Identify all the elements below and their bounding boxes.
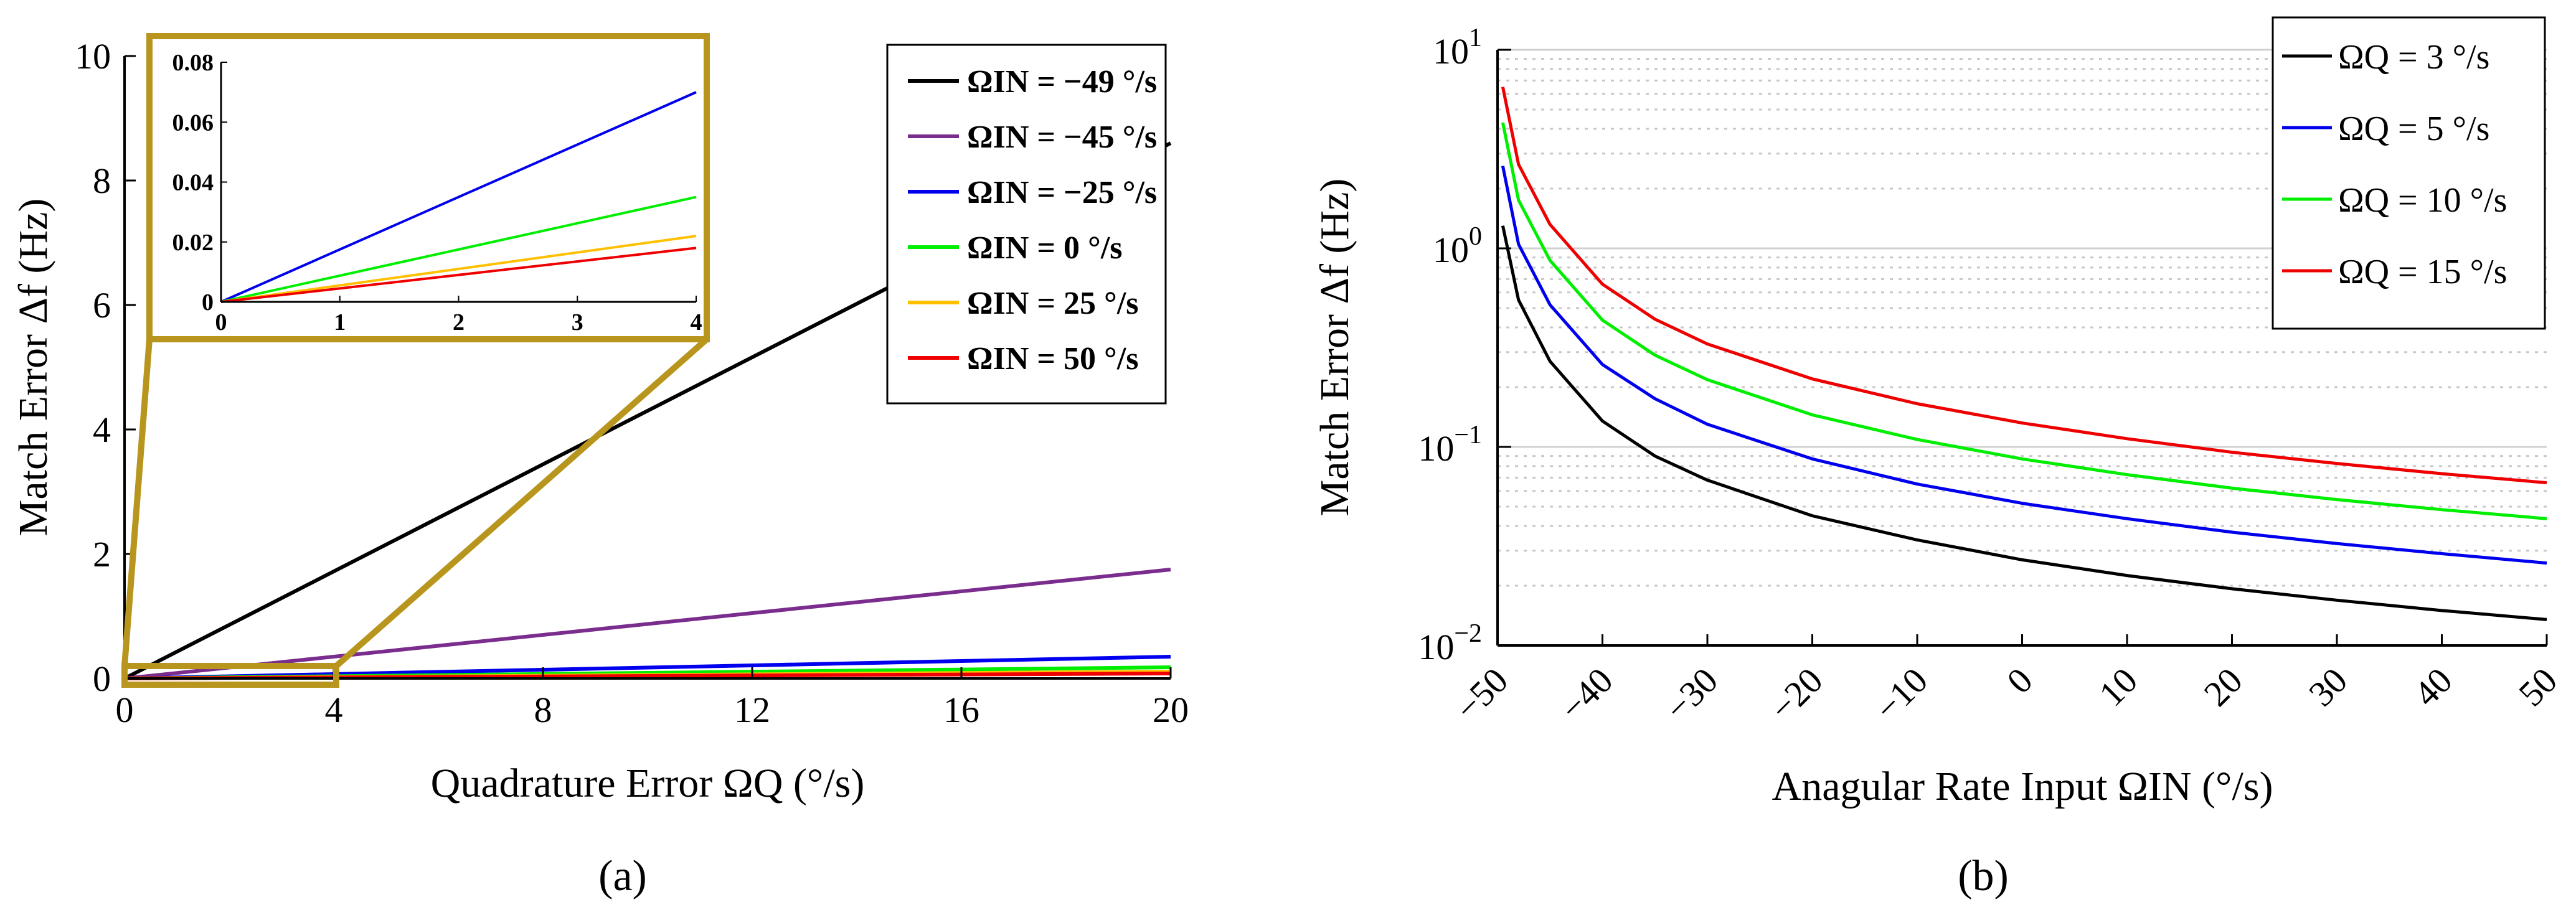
panel-b-caption: (b)	[1958, 852, 2009, 900]
panel-b-legend-label: ΩQ = 5 °/s	[2338, 110, 2489, 148]
panel-a-ytick-label: 0	[93, 659, 111, 699]
panel-a-inset-line-3	[220, 246, 697, 303]
panel-a-xtick-label: 12	[734, 690, 770, 730]
panel-b-series-line-3	[1501, 87, 2547, 485]
panel-a-xtick-label: 20	[1153, 690, 1189, 730]
panel-a-legend-label: ΩIN = 50 °/s	[967, 341, 1139, 377]
panel-b-series-line-0	[1501, 225, 2547, 621]
panel-b-legend-label: ΩQ = 3 °/s	[2338, 38, 2489, 77]
panel-a-legend-label: ΩIN = −45 °/s	[967, 120, 1157, 155]
panel-a-xlabel: Quadrature Error ΩQ (°/s)	[431, 761, 865, 806]
panel-b-ytick-label: 100	[1433, 222, 1482, 270]
panel-a-zoom-region	[121, 663, 339, 688]
panel-a-xlabel-main: Quadrature Error ΩQ (°/s)	[431, 761, 865, 806]
panel-b: −50 −40 −30 −20 −10 0 10 20 30 40 5010−210−1100101…	[1312, 16, 2565, 900]
panel-a-zoom-connector-right	[334, 337, 709, 668]
panel-a-legend-entries: ΩIN = −49 °/s ΩIN = −45 °/s ΩIN = −25 °/s Ω…	[908, 64, 1157, 377]
panel-a-legend-label: ΩIN = 25 °/s	[967, 286, 1139, 321]
panel-a-inset-series	[220, 91, 697, 303]
panel-a-series-line-1	[124, 568, 1171, 680]
panel-a-inset-xtick-label: 4	[691, 309, 702, 335]
panel-a-ytick-label: 8	[93, 161, 111, 201]
panel-a-inset-line-1	[220, 195, 697, 303]
panel-a-legend-label: ΩIN = −25 °/s	[967, 175, 1157, 210]
panel-a-inset-ticks: 0 1 2 3 4 0 0.02 0.04 0.06 0.08	[172, 50, 702, 335]
panel-a-ytick-label: 6	[93, 285, 111, 326]
panel-a-inset-ytick-label: 0.04	[172, 170, 214, 196]
panel-b-legend-label: ΩQ = 10 °/s	[2338, 181, 2507, 220]
panel-a-inset-xtick-label: 3	[572, 309, 583, 335]
panel-b-ylabel: Match Error Δf (Hz)	[1312, 179, 1357, 517]
panel-a-ytick-label: 4	[93, 410, 111, 450]
panel-a-inset-line-0	[220, 91, 697, 303]
panel-a-inset-ytick-label: 0.08	[172, 50, 214, 76]
panel-a-inset-xtick-label: 1	[334, 309, 346, 335]
panel-a-inset-frame	[146, 33, 710, 342]
panel-a-inset-ytick-label: 0.02	[172, 230, 214, 256]
panel-b-ytick-label: 101	[1433, 24, 1482, 72]
panel-a-zoom-connector-left	[121, 339, 153, 667]
panel-a-xtick-label: 4	[325, 690, 343, 730]
panel-b-legend	[2272, 16, 2546, 330]
panel-a-legend-label: ΩIN = 0 °/s	[967, 230, 1123, 266]
panel-a-inset-xtick-label: 2	[453, 309, 465, 335]
panel-a-legend	[886, 44, 1167, 405]
panel-b-ytick-label: 10−2	[1418, 619, 1482, 667]
panel-a-inset-ytick-label: 0.06	[172, 110, 214, 136]
panel-b-legend-entries: ΩQ = 3 °/s ΩQ = 5 °/s ΩQ = 10 °/s ΩQ = 15 °…	[2282, 38, 2507, 291]
panel-a-legend-label: ΩIN = −49 °/s	[967, 64, 1157, 100]
panel-b-series	[1501, 87, 2547, 621]
panel-a-xtick-label: 16	[943, 690, 979, 730]
panel-b-series-line-1	[1501, 166, 2547, 565]
panel-a-xtick-label: 0	[116, 690, 134, 730]
panel-a-inset-ytick-label: 0	[202, 289, 214, 316]
panel-a-ytick-label: 10	[75, 36, 111, 77]
panel-b-ytick-label: 10−1	[1418, 421, 1482, 469]
panel-a-xtick-label: 8	[534, 690, 552, 730]
panel-a-caption: (a)	[598, 852, 647, 900]
panel-b-series-line-2	[1501, 122, 2547, 520]
panel-a-ytick-label: 2	[93, 534, 111, 575]
panel-a-ylabel: Match Error Δf (Hz)	[11, 199, 56, 537]
panel-a-inset-xtick-label: 0	[215, 309, 227, 335]
panel-a-inset-line-2	[220, 235, 697, 303]
panel-b-legend-label: ΩQ = 15 °/s	[2338, 253, 2507, 291]
panel-b-xlabel: Anagular Rate Input ΩIN (°/s)	[1772, 764, 2273, 809]
